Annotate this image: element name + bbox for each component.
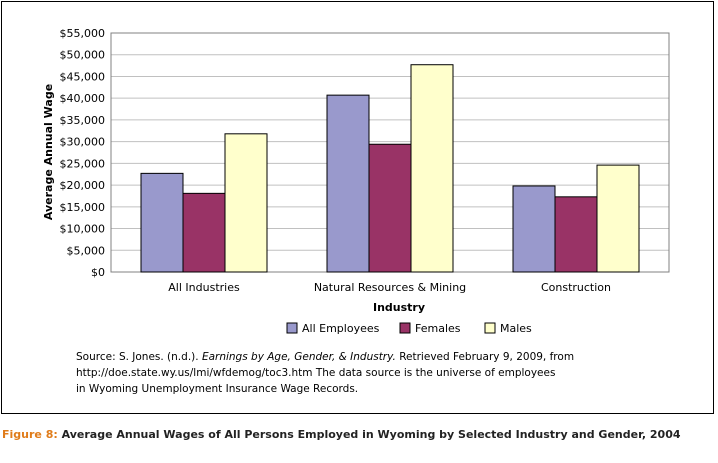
y-tick-label: $55,000 — [60, 27, 106, 40]
legend-label: Females — [415, 322, 461, 335]
legend-label: Males — [500, 322, 532, 335]
source-universe-line: in Wyoming Unemployment Insurance Wage R… — [76, 383, 359, 395]
x-axis-title: Industry — [373, 301, 425, 314]
y-tick-label: $25,000 — [60, 157, 106, 170]
source-retrieved: Retrieved February 9, 2009, from — [399, 351, 575, 363]
y-tick-label: $40,000 — [60, 92, 106, 105]
figure-frame: $0 $5,000 $10,000 $15,000 $20,000 $25,000 $30,… — [1, 1, 714, 414]
source-url-line: http://doe.state.wy.us/lmi/wfdemog/toc3.… — [76, 367, 556, 379]
y-tick-label: $50,000 — [60, 49, 106, 62]
legend-label: All Employees — [302, 322, 380, 335]
bar-females — [182, 192, 226, 273]
legend-swatch — [286, 322, 298, 334]
source-title: Earnings by Age, Gender, & Industry. — [201, 351, 396, 363]
bar-females — [554, 196, 598, 273]
y-tick-label: $10,000 — [60, 223, 106, 236]
y-tick-label: $45,000 — [60, 70, 106, 83]
bar-males — [224, 133, 268, 273]
bars — [140, 64, 640, 273]
y-tick-label: $15,000 — [60, 201, 106, 214]
caption-text: Average Annual Wages of All Persons Empl… — [61, 428, 681, 441]
source-prefix: Source: S. Jones. (n.d.). — [76, 351, 199, 363]
x-category-label: All Industries — [168, 281, 240, 294]
figure-caption: Figure 8: Average Annual Wages of All Pe… — [2, 428, 681, 441]
source-note: Source: S. Jones. (n.d.). Earnings by Ag… — [76, 349, 596, 397]
y-tick-label: $20,000 — [60, 179, 106, 192]
x-category-label: Natural Resources & Mining — [314, 281, 466, 294]
bar-males — [596, 164, 640, 273]
bar-females — [368, 143, 412, 273]
x-category-label: Construction — [541, 281, 611, 294]
y-tick-label: $35,000 — [60, 114, 106, 127]
bar-males — [410, 64, 454, 273]
bar-chart: $0 $5,000 $10,000 $15,000 $20,000 $25,000 $30,… — [42, 27, 670, 335]
x-axis-categories: All Industries Natural Resources & Mining… — [168, 281, 611, 294]
y-tick-label: $0 — [91, 266, 105, 279]
y-axis-title: Average Annual Wage — [42, 84, 55, 220]
bar-all-employees — [140, 172, 184, 273]
figure-label: Figure 8: — [2, 428, 58, 441]
bar-all-employees — [326, 94, 370, 273]
y-tick-label: $5,000 — [67, 244, 106, 257]
legend-swatch — [484, 322, 496, 334]
legend: All Employees Females Males — [286, 322, 532, 335]
y-axis-ticks: $0 $5,000 $10,000 $15,000 $20,000 $25,000 $30,… — [60, 27, 106, 279]
legend-swatch — [399, 322, 411, 334]
y-tick-label: $30,000 — [60, 136, 106, 149]
bar-all-employees — [512, 185, 556, 273]
